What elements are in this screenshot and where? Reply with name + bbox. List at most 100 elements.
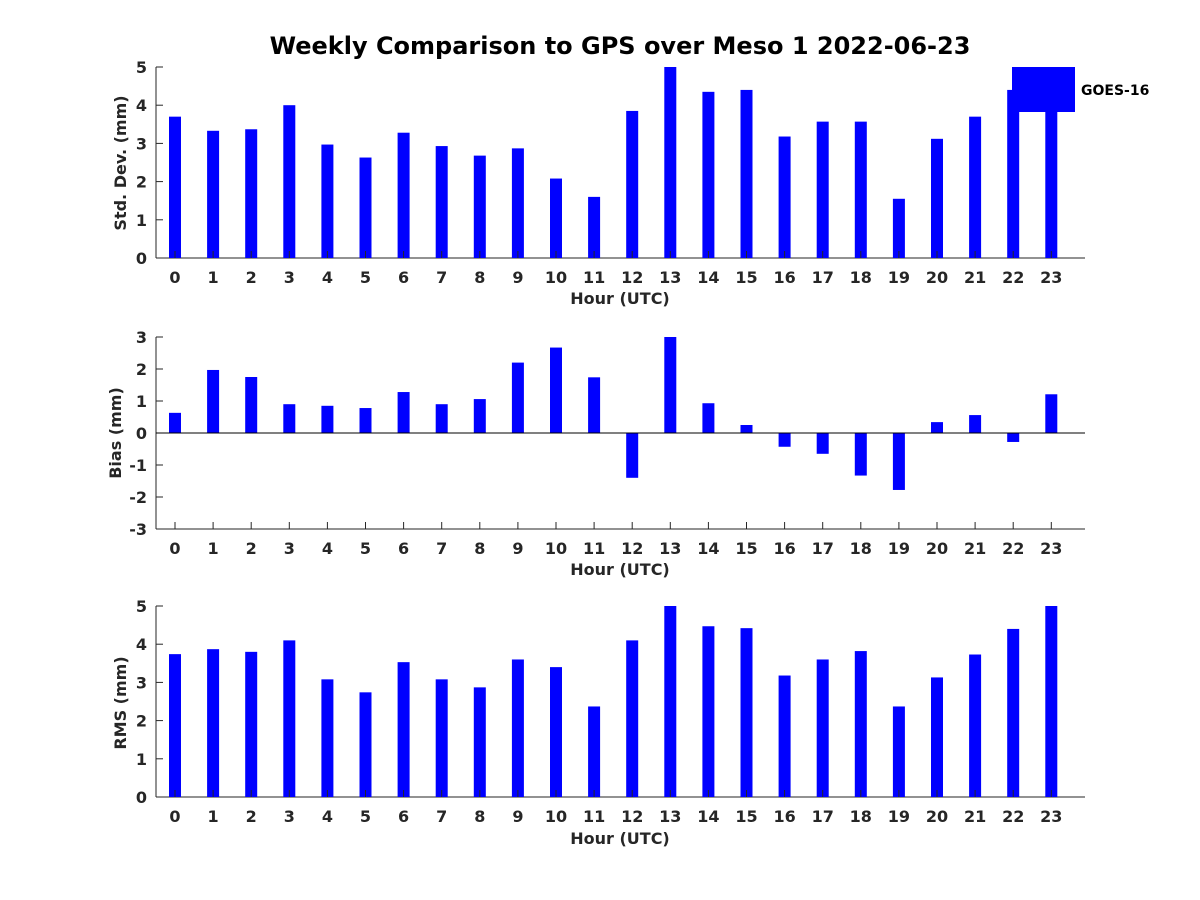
bias-bar-hour-15 (740, 425, 753, 433)
y-tick-label: 1 (136, 211, 147, 230)
x-tick-label: 16 (773, 268, 795, 287)
x-tick-label: 14 (697, 539, 719, 558)
x-tick-label: 6 (398, 807, 409, 826)
x-tick-label: 17 (812, 807, 834, 826)
std-dev-bar-hour-23 (1045, 67, 1058, 258)
x-tick-label: 14 (697, 268, 719, 287)
x-tick-label: 16 (773, 539, 795, 558)
x-tick-label: 2 (246, 268, 257, 287)
std-dev-bar-hour-12 (626, 110, 639, 259)
x-tick-label: 4 (322, 539, 333, 558)
std-dev-bar-hour-7 (435, 146, 448, 258)
rms-bar-hour-7 (435, 679, 448, 797)
rms-bar-hour-21 (969, 654, 982, 797)
bias-bar-hour-13 (664, 337, 677, 433)
std-dev-bar-hour-0 (169, 116, 181, 258)
bias-bar-hour-21 (969, 415, 982, 433)
x-tick-label: 22 (1002, 268, 1024, 287)
rms-x-axis-label: Hour (UTC) (570, 829, 670, 848)
bias-bar-hour-17 (816, 433, 829, 454)
legend: GOES-16 (1012, 67, 1149, 112)
x-tick-label: 0 (169, 268, 180, 287)
x-tick-label: 22 (1002, 539, 1024, 558)
y-tick-label: 5 (136, 597, 147, 616)
rms-bar-hour-8 (473, 687, 486, 797)
bias-bar-hour-8 (473, 399, 486, 433)
x-tick-label: 9 (512, 539, 523, 558)
bias-x-axis-label: Hour (UTC) (570, 560, 670, 579)
std-dev-bar-hour-8 (473, 155, 486, 258)
x-tick-label: 4 (322, 268, 333, 287)
x-tick-label: 8 (474, 807, 485, 826)
bias-bar-hour-5 (359, 408, 372, 433)
chart-title: Weekly Comparison to GPS over Meso 1 202… (270, 32, 971, 60)
rms-bar-hour-10 (550, 667, 562, 797)
bias-bar-hour-9 (511, 362, 524, 433)
rms-bar-hour-3 (283, 640, 296, 797)
std-dev-bar-hour-6 (397, 132, 410, 258)
y-tick-label: 0 (136, 788, 147, 807)
x-tick-label: 13 (659, 268, 681, 287)
y-tick-label: -2 (129, 488, 147, 507)
bias-bar-hour-23 (1045, 394, 1058, 433)
rms-bar-hour-20 (931, 677, 943, 797)
std-dev-bar-hour-17 (816, 121, 829, 258)
std-dev-bar-hour-13 (664, 67, 677, 258)
y-tick-label: 0 (136, 424, 147, 443)
x-tick-label: 5 (360, 807, 371, 826)
std-dev-bar-hour-21 (969, 116, 982, 258)
x-tick-label: 3 (284, 539, 295, 558)
x-tick-label: 17 (812, 268, 834, 287)
std-dev-bar-hour-14 (702, 91, 715, 258)
x-tick-label: 23 (1040, 268, 1062, 287)
bias-bar-hour-2 (245, 377, 258, 433)
rms-bar-hour-18 (854, 651, 867, 797)
std-dev-bar-hour-4 (321, 144, 334, 258)
x-tick-label: 10 (545, 807, 567, 826)
x-tick-label: 16 (773, 807, 795, 826)
rms-bar-hour-17 (816, 659, 829, 797)
rms-bar-hour-5 (359, 692, 372, 797)
x-tick-label: 10 (545, 539, 567, 558)
y-tick-label: -1 (129, 456, 147, 475)
x-tick-label: 8 (474, 539, 485, 558)
x-tick-label: 13 (659, 807, 681, 826)
x-tick-label: 0 (169, 539, 180, 558)
x-tick-label: 18 (850, 268, 872, 287)
x-tick-label: 20 (926, 807, 948, 826)
x-tick-label: 7 (436, 539, 447, 558)
x-tick-label: 19 (888, 268, 910, 287)
x-tick-label: 11 (583, 539, 605, 558)
x-tick-label: 12 (621, 268, 643, 287)
y-tick-label: 2 (136, 173, 147, 192)
x-tick-label: 7 (436, 268, 447, 287)
y-tick-label: 1 (136, 392, 147, 411)
rms-bar-hour-22 (1007, 628, 1020, 797)
x-tick-label: 23 (1040, 807, 1062, 826)
x-tick-label: 2 (246, 539, 257, 558)
x-tick-label: 2 (246, 807, 257, 826)
rms-bar-hour-0 (169, 654, 181, 797)
std-dev-x-axis-label: Hour (UTC) (570, 289, 670, 308)
x-tick-label: 9 (512, 268, 523, 287)
legend-label: GOES-16 (1081, 83, 1149, 99)
rms-bar-hour-9 (511, 659, 524, 797)
rms-bar-hour-23 (1045, 606, 1058, 797)
bias-bar-hour-3 (283, 404, 296, 433)
x-tick-label: 17 (812, 539, 834, 558)
y-tick-label: 4 (136, 635, 147, 654)
x-tick-label: 13 (659, 539, 681, 558)
y-tick-label: 0 (136, 249, 147, 268)
std-dev-bar-hour-16 (778, 136, 791, 258)
bias-bar-hour-0 (169, 412, 181, 433)
bias-bar-hour-18 (854, 433, 867, 476)
bias-bar-hour-10 (550, 347, 562, 433)
y-tick-label: 2 (136, 360, 147, 379)
std-dev-y-axis-label: Std. Dev. (mm) (111, 95, 130, 230)
x-tick-label: 3 (284, 268, 295, 287)
std-dev-bar-hour-1 (207, 130, 220, 258)
x-tick-label: 15 (735, 539, 757, 558)
y-tick-label: -3 (129, 520, 147, 539)
x-tick-label: 19 (888, 539, 910, 558)
